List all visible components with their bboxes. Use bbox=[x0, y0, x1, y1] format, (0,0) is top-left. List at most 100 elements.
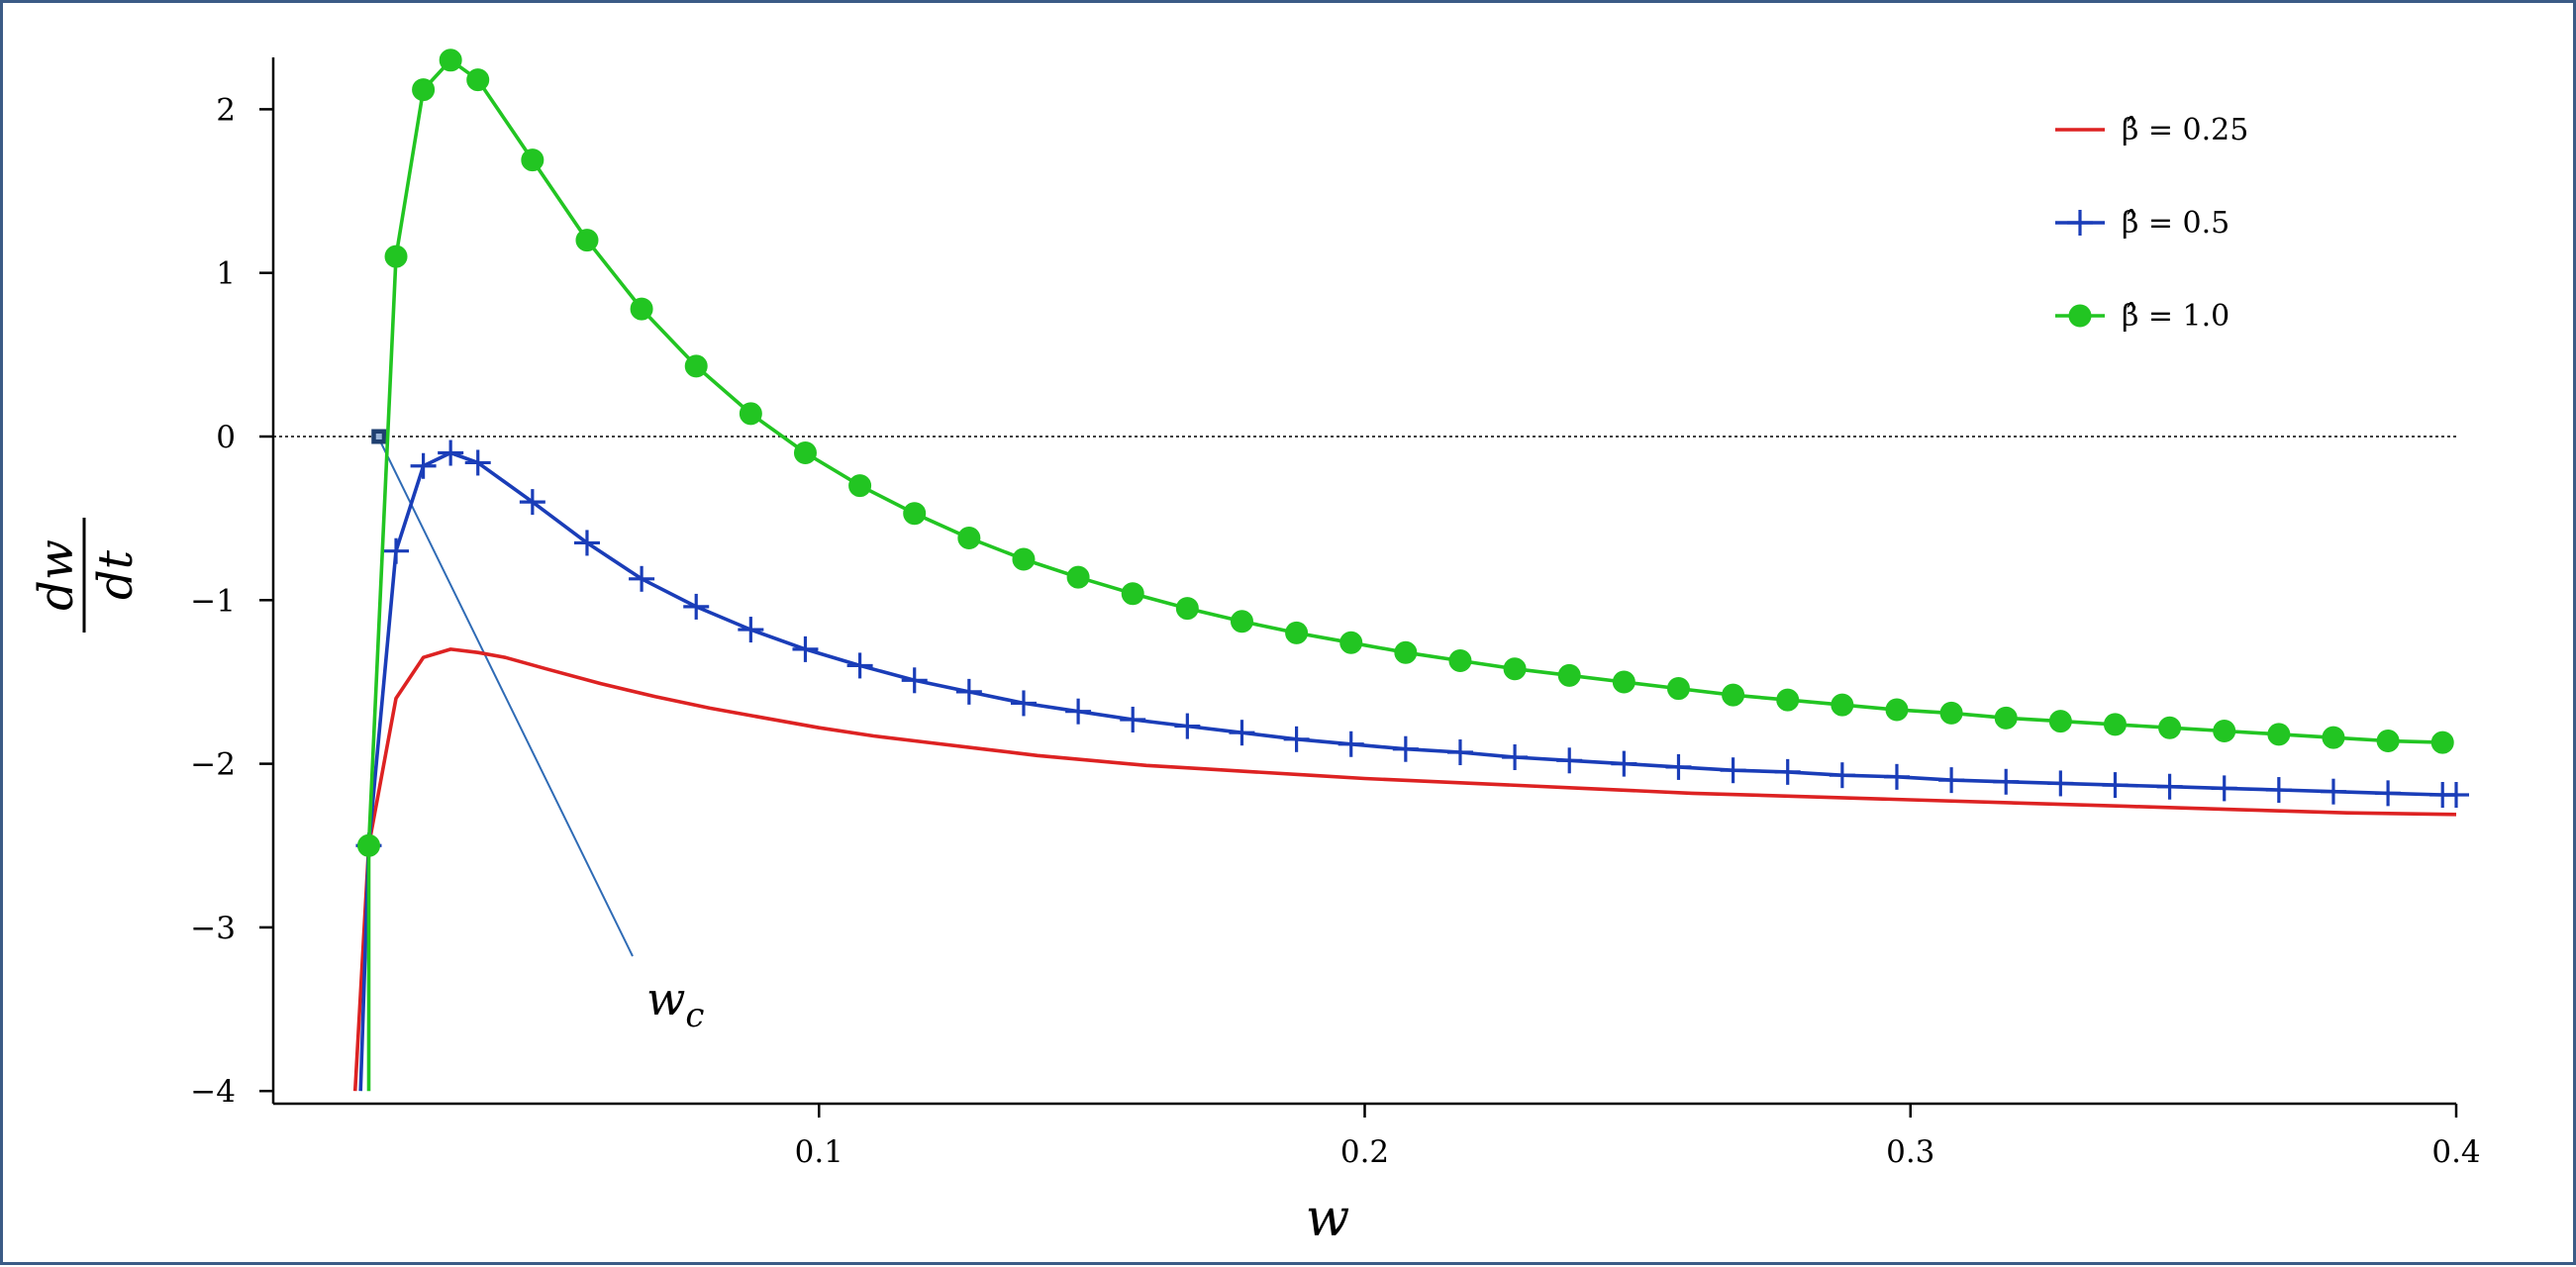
y-tick-label: −3 bbox=[190, 911, 236, 946]
y-axis-title-denominator: dt bbox=[88, 549, 144, 600]
annotation-label: wc bbox=[646, 972, 704, 1035]
series-3-point bbox=[384, 244, 408, 268]
y-tick-label: −2 bbox=[190, 747, 236, 783]
series-2-point bbox=[738, 617, 764, 643]
series-2-point bbox=[1938, 767, 1965, 794]
series-3-point bbox=[957, 526, 981, 549]
series-2-point bbox=[1611, 750, 1637, 777]
series-2-point bbox=[464, 449, 491, 476]
annotation-label-main: w bbox=[646, 972, 685, 1025]
series-3-point bbox=[1175, 597, 1199, 621]
series-2-point bbox=[1174, 713, 1201, 739]
series-3-point bbox=[466, 68, 490, 92]
series-2-point bbox=[846, 652, 873, 679]
series-3-point bbox=[1339, 631, 1363, 654]
series-2-point bbox=[1338, 731, 1364, 757]
series-3-point bbox=[739, 402, 762, 426]
series-3-point bbox=[684, 354, 708, 378]
critical-point-annotation: wc bbox=[371, 429, 704, 1035]
x-tick-label: 0.2 bbox=[1340, 1134, 1389, 1170]
series-2-point bbox=[2443, 782, 2469, 809]
legend-swatch-marker bbox=[2068, 304, 2092, 328]
series-2-point bbox=[1720, 757, 1746, 784]
series-2-point bbox=[792, 635, 819, 662]
series-3-point bbox=[1503, 657, 1527, 681]
series-3 bbox=[356, 49, 2454, 1092]
series-3-point bbox=[2376, 729, 2400, 752]
series-2-point bbox=[2211, 775, 2237, 802]
annotation-marker-inner bbox=[375, 434, 382, 439]
series-3-point bbox=[2158, 716, 2182, 739]
y-tick-label: −1 bbox=[190, 583, 236, 619]
series-3-point bbox=[521, 148, 545, 172]
legend-item-2: β̂ = 0.5 bbox=[2055, 206, 2229, 241]
series-group bbox=[352, 49, 2469, 1092]
chart: 210−1−2−3−40.1 0.2 0.3 0.4 wc β̂ = 0.25β̂ =… bbox=[29, 49, 2481, 1248]
series-2 bbox=[355, 439, 2469, 1092]
series-1 bbox=[352, 647, 2457, 1092]
series-2-point bbox=[1829, 762, 1855, 789]
series-3-point bbox=[903, 502, 927, 526]
series-2-point bbox=[1993, 768, 2020, 795]
series-2-point bbox=[438, 439, 464, 466]
series-3-point bbox=[1066, 565, 1090, 589]
series-3-point bbox=[1994, 706, 2018, 730]
axes: 2 1 0 −1 −2 −3 −4 0.1 0.2 0.3 0.4 bbox=[190, 57, 2481, 1170]
series-3-point bbox=[2103, 713, 2127, 736]
series-2-point bbox=[519, 489, 545, 516]
series-2-point bbox=[2102, 772, 2129, 799]
series-2-point bbox=[955, 678, 982, 705]
series-2-point bbox=[1010, 690, 1037, 717]
legend-label: β̂ = 1.0 bbox=[2122, 299, 2229, 334]
series-2-point bbox=[2156, 773, 2183, 800]
x-axis-title: w bbox=[1306, 1189, 1350, 1248]
legend-label: β̂ = 0.5 bbox=[2122, 206, 2229, 241]
series-2-point bbox=[1392, 735, 1419, 762]
series-2-point bbox=[1065, 698, 1092, 725]
series-1-line bbox=[352, 647, 2457, 1092]
x-tick-label: 0.4 bbox=[2431, 1134, 2480, 1170]
series-3-point bbox=[1448, 648, 1472, 672]
series-2-point bbox=[2375, 780, 2402, 807]
series-2-point bbox=[1883, 763, 1910, 790]
series-3-point bbox=[1121, 582, 1144, 606]
series-3-point bbox=[1885, 698, 1909, 722]
series-3-point bbox=[2322, 726, 2345, 749]
legend-swatch-marker bbox=[2067, 210, 2093, 236]
x-tick-label: 0.3 bbox=[1886, 1134, 1934, 1170]
series-2-point bbox=[683, 593, 710, 620]
legend-item-3: β̂ = 1.0 bbox=[2055, 299, 2229, 334]
series-3-point bbox=[1285, 621, 1309, 644]
legend-label: β̂ = 0.25 bbox=[2122, 113, 2248, 147]
series-2-point bbox=[2320, 778, 2346, 805]
series-3-point bbox=[1012, 547, 1036, 571]
series-2-point bbox=[573, 530, 600, 556]
annotation-label-subscript: c bbox=[685, 996, 704, 1035]
series-2-point bbox=[1502, 743, 1529, 770]
x-tick-label: 0.1 bbox=[795, 1134, 843, 1170]
series-2-point bbox=[1120, 706, 1146, 732]
series-3-point bbox=[2213, 720, 2236, 743]
series-2-point bbox=[1229, 720, 1255, 746]
series-2-point bbox=[1774, 758, 1801, 785]
series-3-point bbox=[1776, 688, 1800, 712]
series-2-point bbox=[901, 667, 928, 694]
series-3-point bbox=[1666, 677, 1690, 701]
annotation-leader-line bbox=[377, 438, 634, 957]
series-2-point bbox=[410, 452, 437, 479]
series-3-point bbox=[2048, 710, 2072, 733]
y-axis-title-numerator: dw bbox=[29, 539, 84, 611]
series-3-point bbox=[356, 833, 380, 857]
series-2-point bbox=[629, 565, 655, 592]
series-3-point bbox=[439, 49, 462, 72]
series-2-point bbox=[2265, 777, 2292, 804]
y-tick-label: 1 bbox=[216, 256, 236, 292]
series-3-point bbox=[2267, 723, 2291, 746]
series-3-point bbox=[1722, 683, 1745, 707]
legend-item-1: β̂ = 0.25 bbox=[2055, 113, 2248, 147]
series-3-point bbox=[630, 297, 653, 321]
y-tick-label: −4 bbox=[190, 1074, 236, 1110]
series-3-point bbox=[1230, 610, 1253, 634]
series-3-point bbox=[793, 441, 817, 465]
